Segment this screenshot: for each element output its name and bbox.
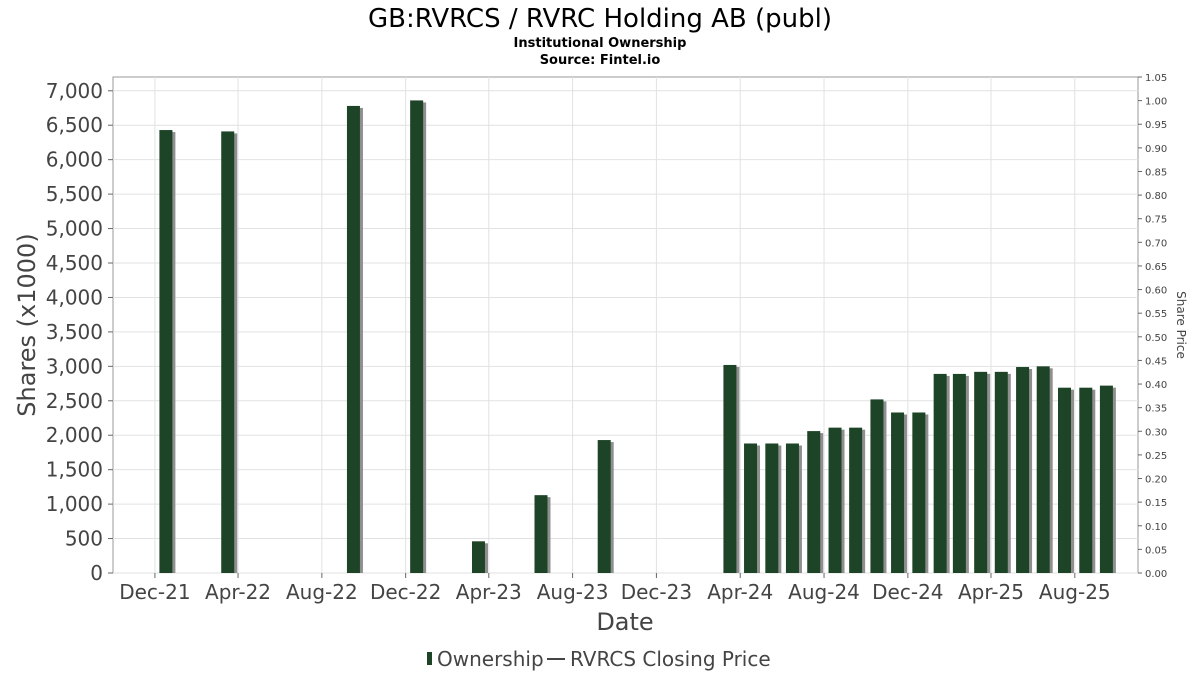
ownership-bar <box>1057 387 1071 573</box>
ownership-bar <box>807 431 821 573</box>
y-tick-label: 4,000 <box>46 285 103 309</box>
x-axis-ticks: Dec-21 Apr-22 Aug-22 Dec-22 Apr-23 Aug-23 Dec-… <box>119 573 1111 604</box>
ownership-bar <box>410 100 424 573</box>
ownership-bar <box>159 130 173 574</box>
y2-tick-label: 0.30 <box>1145 427 1167 438</box>
y-tick-label: 2,000 <box>46 423 103 447</box>
y2-tick-label: 0.25 <box>1145 451 1167 462</box>
y2-tick-label: 0.60 <box>1145 286 1167 297</box>
x-tick-label: Dec-23 <box>621 580 692 604</box>
y-tick-label: 1,000 <box>46 492 103 516</box>
ownership-bar <box>1016 367 1030 573</box>
y-tick-label: 0 <box>90 561 103 585</box>
ownership-bar <box>723 364 737 573</box>
y2-tick-label: 0.95 <box>1145 120 1167 131</box>
x-tick-label: Dec-24 <box>872 580 943 604</box>
x-tick-label: Dec-22 <box>370 580 441 604</box>
y-tick-label: 4,500 <box>46 251 103 275</box>
ownership-bar <box>828 427 842 573</box>
legend-price-label: RVRCS Closing Price <box>570 647 771 671</box>
x-tick-label: Apr-22 <box>205 580 271 604</box>
chart-source: Source: Fintel.io <box>540 53 661 68</box>
y-tick-label: 500 <box>65 527 103 551</box>
y2-tick-label: 0.10 <box>1145 522 1167 533</box>
x-tick-label: Apr-23 <box>456 580 522 604</box>
legend-ownership-label: Ownership <box>437 647 544 671</box>
ownership-bar <box>346 105 360 573</box>
y2-tick-label: 0.85 <box>1145 167 1167 178</box>
y-tick-label: 3,000 <box>46 354 103 378</box>
y2-tick-label: 0.65 <box>1145 262 1167 273</box>
ownership-bar <box>933 373 947 573</box>
y-tick-label: 5,000 <box>46 217 103 241</box>
ownership-bar <box>952 373 966 573</box>
ownership-bar <box>912 412 926 573</box>
y2-tick-label: 0.80 <box>1145 191 1167 202</box>
y-tick-label: 6,000 <box>46 148 103 172</box>
ownership-bar <box>1079 387 1093 573</box>
y2-tick-label: 0.00 <box>1145 569 1167 580</box>
ownership-bar <box>994 371 1008 573</box>
y2-tick-label: 0.40 <box>1145 380 1167 391</box>
y2-tick-label: 1.00 <box>1145 97 1167 108</box>
ownership-bar <box>785 443 799 573</box>
right-axis-ticks: 0.00 0.05 0.10 0.15 0.20 0.25 0.30 0.35 0.40 0.45… <box>1138 73 1167 580</box>
horizontal-gridlines <box>113 90 1138 574</box>
y2-axis-label: Share Price <box>1174 291 1188 359</box>
left-axis-ticks: 0 500 1,000 1,500 2,000 2,500 3,000 3,500 4,000 4… <box>46 79 113 585</box>
ownership-bar <box>974 371 988 573</box>
x-tick-label: Dec-21 <box>119 580 190 604</box>
x-tick-label: Aug-22 <box>286 580 358 604</box>
y2-tick-label: 0.90 <box>1145 144 1167 155</box>
y2-tick-label: 0.05 <box>1145 545 1167 556</box>
x-tick-label: Aug-25 <box>1039 580 1111 604</box>
y-tick-label: 2,500 <box>46 389 103 413</box>
y2-tick-label: 0.75 <box>1145 215 1167 226</box>
y2-tick-label: 0.70 <box>1145 238 1167 249</box>
ownership-bar <box>534 495 548 573</box>
ownership-bar <box>744 443 758 573</box>
x-axis-label: Date <box>596 608 653 636</box>
y-tick-label: 6,500 <box>46 113 103 137</box>
y2-tick-label: 0.15 <box>1145 498 1167 509</box>
ownership-bar <box>471 541 485 573</box>
y2-tick-label: 1.05 <box>1145 73 1167 84</box>
ownership-bars <box>159 100 1116 574</box>
ownership-bar <box>891 412 905 573</box>
ownership-bar <box>221 131 235 573</box>
x-tick-label: Apr-24 <box>707 580 773 604</box>
y2-tick-label: 0.20 <box>1145 475 1167 486</box>
y-axis-label: Shares (x1000) <box>13 233 41 416</box>
y2-tick-label: 0.35 <box>1145 404 1167 415</box>
y-tick-label: 1,500 <box>46 458 103 482</box>
y-tick-label: 3,500 <box>46 320 103 344</box>
ownership-bar <box>849 427 863 573</box>
ownership-bar <box>765 443 779 573</box>
x-tick-label: Apr-25 <box>958 580 1024 604</box>
chart-title: GB:RVRCS / RVRC Holding AB (publ) <box>368 4 832 34</box>
ownership-bar <box>870 399 884 573</box>
y2-tick-label: 0.45 <box>1145 356 1167 367</box>
ownership-bar <box>1036 366 1050 573</box>
ownership-bar <box>597 440 611 573</box>
ownership-bar <box>1099 385 1113 573</box>
y2-tick-label: 0.55 <box>1145 309 1167 320</box>
y-tick-label: 7,000 <box>46 79 103 103</box>
y2-tick-label: 0.50 <box>1145 333 1167 344</box>
legend: Ownership RVRCS Closing Price <box>427 647 771 671</box>
chart-subtitle: Institutional Ownership <box>514 36 687 51</box>
y-tick-label: 5,500 <box>46 182 103 206</box>
legend-ownership-swatch <box>427 652 432 665</box>
x-tick-label: Aug-24 <box>788 580 860 604</box>
x-tick-label: Aug-23 <box>537 580 609 604</box>
